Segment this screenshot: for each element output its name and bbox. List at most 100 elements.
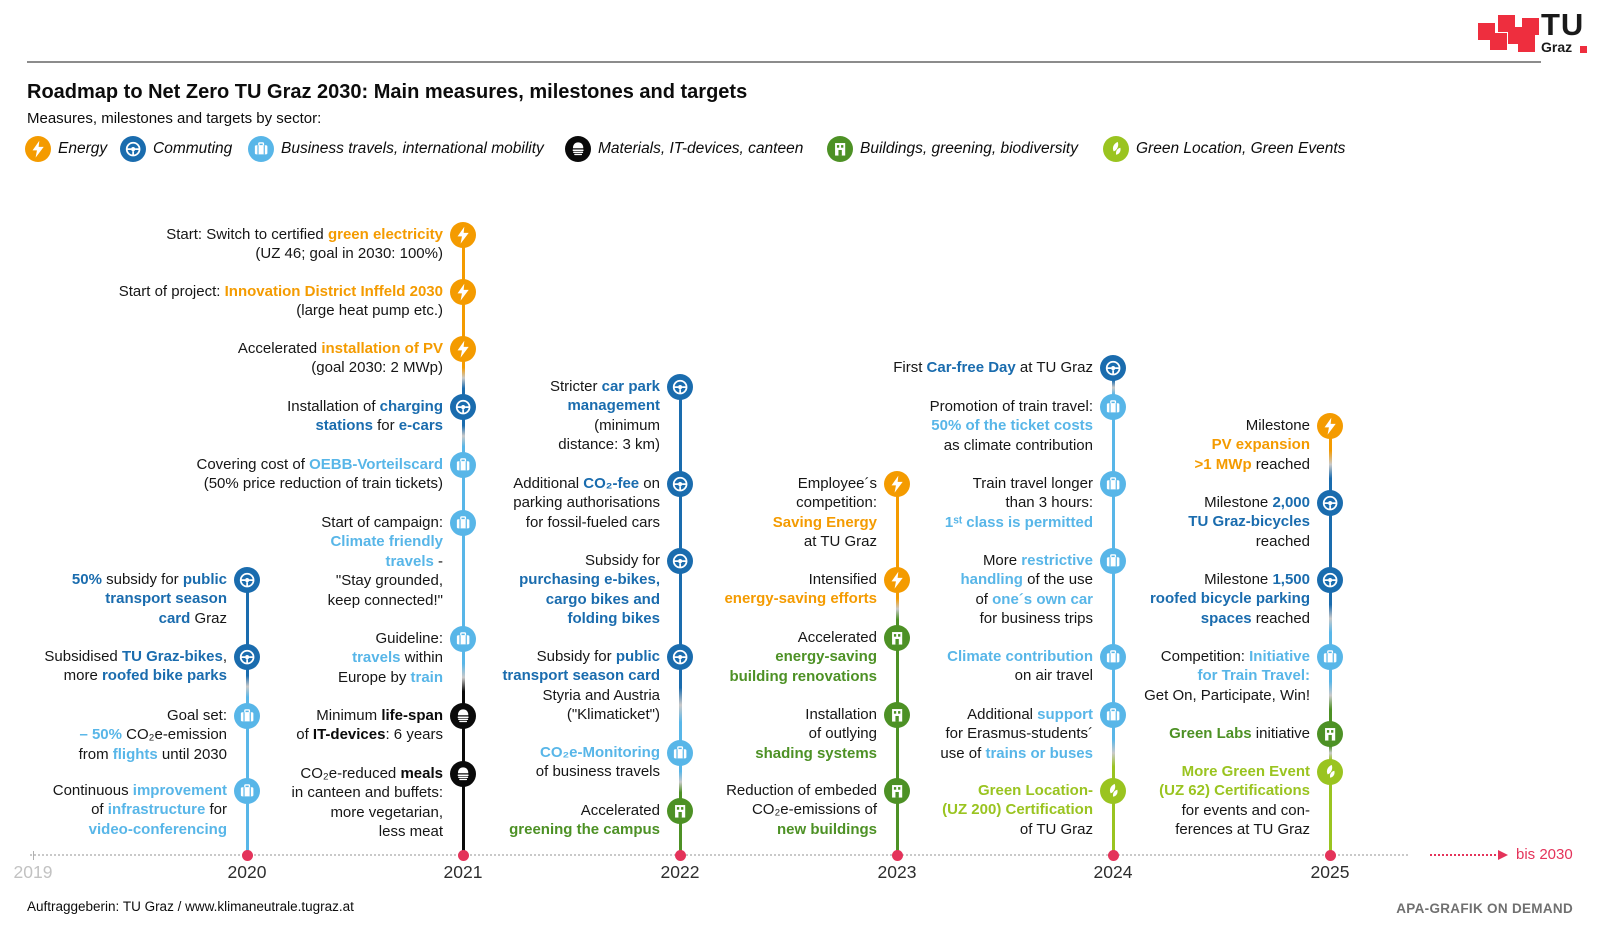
column-line-segment bbox=[678, 753, 682, 811]
entry-line: Accelerated bbox=[580, 802, 660, 819]
timeline-entry: Subsidy for purchasing e-bikes, cargo bike… bbox=[519, 551, 660, 629]
timeline-node bbox=[1317, 567, 1343, 593]
entry-line: building renovations bbox=[729, 667, 877, 685]
legend-item-greenlocation: Green Location, Green Events bbox=[1103, 136, 1345, 162]
business-icon bbox=[1100, 394, 1126, 420]
legend-label: Business travels, international mobility bbox=[281, 140, 544, 157]
energy-icon bbox=[450, 336, 476, 362]
commuting-icon bbox=[667, 374, 693, 400]
timeline-entry: Subsidised TU Graz-bikes, more roofed bik… bbox=[44, 647, 227, 686]
timeline-entry: Climate contribution on air travel bbox=[947, 647, 1093, 686]
business-icon bbox=[1317, 644, 1343, 670]
legend-label: Buildings, greening, biodiversity bbox=[860, 140, 1078, 157]
entry-line: Green Location- bbox=[977, 782, 1093, 799]
energy-icon bbox=[884, 567, 910, 593]
column-line-segment bbox=[461, 716, 465, 774]
timeline-node bbox=[450, 761, 476, 787]
entry-line: ("Klimaticket") bbox=[566, 706, 660, 724]
timeline-node bbox=[1317, 413, 1343, 439]
column-line-segment bbox=[461, 774, 465, 855]
buildings-icon bbox=[1317, 721, 1343, 747]
entry-line: than 3 hours: bbox=[1005, 494, 1093, 512]
entry-line: stations for e-cars bbox=[315, 417, 443, 435]
end-label: bis 2030 bbox=[1516, 846, 1573, 863]
timeline-node bbox=[450, 394, 476, 420]
materials-icon bbox=[450, 703, 476, 729]
greenlocation-icon bbox=[1100, 778, 1126, 804]
entry-line: (UZ 200) Certification bbox=[942, 801, 1093, 819]
timeline-entry: Train travel longer than 3 hours: 1ˢᵗ clas… bbox=[945, 474, 1093, 532]
entry-line: CO₂e-Monitoring bbox=[540, 744, 660, 761]
energy-icon bbox=[450, 222, 476, 248]
timeline-entry: Guideline: travels within Europe by train bbox=[338, 629, 443, 687]
legend-label: Commuting bbox=[153, 140, 233, 157]
entry-line: Milestone bbox=[1245, 417, 1310, 434]
timeline-entry: CO₂e-reduced meals in canteen and buffets… bbox=[291, 764, 443, 842]
entry-line: more roofed bike parks bbox=[63, 667, 227, 685]
timeline-node bbox=[450, 626, 476, 652]
entry-line: – 50% CO₂e-emission bbox=[79, 726, 227, 744]
entry-line: Start: Switch to certified green electri… bbox=[166, 226, 443, 243]
entry-line: for fossil-fueled cars bbox=[525, 513, 660, 531]
timeline-entry: Start: Switch to certified green electri… bbox=[166, 225, 443, 264]
entry-line: Climate friendly bbox=[330, 533, 443, 551]
entry-line: of TU Graz bbox=[1019, 820, 1093, 838]
entry-line: management bbox=[567, 397, 660, 415]
timeline-node bbox=[884, 778, 910, 804]
entry-line: Subsidy for bbox=[584, 552, 660, 569]
legend-label: Materials, IT-devices, canteen bbox=[598, 140, 804, 157]
commuting-icon bbox=[234, 567, 260, 593]
timeline-node bbox=[1317, 490, 1343, 516]
tu-graz-logo-mark bbox=[1478, 15, 1539, 52]
page-title: Roadmap to Net Zero TU Graz 2030: Main m… bbox=[27, 81, 748, 103]
entry-line: Milestone 1,500 bbox=[1204, 571, 1310, 588]
column-line-segment bbox=[1111, 484, 1115, 561]
entry-line: Employee´s bbox=[797, 475, 877, 492]
commuting-icon bbox=[234, 644, 260, 670]
entry-line: of one´s own car bbox=[975, 590, 1093, 608]
year-dot bbox=[241, 849, 253, 861]
entry-line: in canteen and buffets: bbox=[291, 784, 443, 802]
entry-line: shading systems bbox=[755, 744, 877, 762]
timeline-node bbox=[1100, 644, 1126, 670]
column-line-segment bbox=[895, 580, 899, 638]
entry-line: First Car-free Day at TU Graz bbox=[893, 359, 1093, 376]
timeline-entry: Installation of outlying shading systems bbox=[755, 705, 877, 763]
materials-icon bbox=[565, 136, 591, 162]
column-line-segment bbox=[895, 484, 899, 580]
entry-line: (UZ 62) Certifications bbox=[1159, 782, 1310, 800]
timeline-entry: Competition: Initiative for Train Travel:… bbox=[1144, 647, 1310, 705]
timeline-entry: Milestone 1,500 roofed bicycle parking spa… bbox=[1150, 570, 1310, 628]
timeline-node bbox=[450, 336, 476, 362]
column-line-segment bbox=[1111, 715, 1115, 791]
entry-line: greening the campus bbox=[509, 821, 660, 839]
entry-line: Climate contribution bbox=[947, 648, 1093, 665]
buildings-icon bbox=[884, 625, 910, 651]
timeline-node bbox=[1100, 702, 1126, 728]
year-dot bbox=[457, 849, 469, 861]
entry-line: CO₂e-reduced meals bbox=[300, 765, 443, 782]
column-line-segment bbox=[678, 484, 682, 561]
entry-line: 50% of the ticket costs bbox=[931, 417, 1093, 435]
year-dot bbox=[1324, 849, 1336, 861]
entry-line: video-conferencing bbox=[88, 820, 227, 838]
timeline-node bbox=[450, 279, 476, 305]
entry-line: cargo bikes and bbox=[545, 590, 660, 608]
timeline-entry: Additional CO₂-fee on parking authorisati… bbox=[513, 474, 660, 532]
buildings-icon bbox=[667, 798, 693, 824]
greenlocation-icon bbox=[1317, 759, 1343, 785]
entry-line: "Stay grounded, bbox=[335, 572, 443, 590]
entry-line: Train travel longer bbox=[972, 475, 1093, 492]
entry-line: (50% price reduction of train tickets) bbox=[203, 475, 443, 493]
year-label: 2024 bbox=[1093, 862, 1133, 882]
column-line-segment bbox=[461, 407, 465, 465]
entry-line: Covering cost of OEBB-Vorteilscard bbox=[196, 456, 444, 473]
year-label: 2023 bbox=[877, 862, 917, 882]
entry-line: >1 MWp reached bbox=[1194, 455, 1310, 473]
timeline-entry: Reduction of embeded CO₂e-emissions of new… bbox=[726, 781, 877, 839]
entry-line: Minimum life-span bbox=[316, 707, 443, 724]
column-line-segment bbox=[461, 349, 465, 407]
entry-line: energy-saving bbox=[775, 648, 877, 666]
timeline-entry: Minimum life-span of IT-devices: 6 years bbox=[296, 706, 443, 745]
entry-line: transport season bbox=[105, 590, 227, 608]
